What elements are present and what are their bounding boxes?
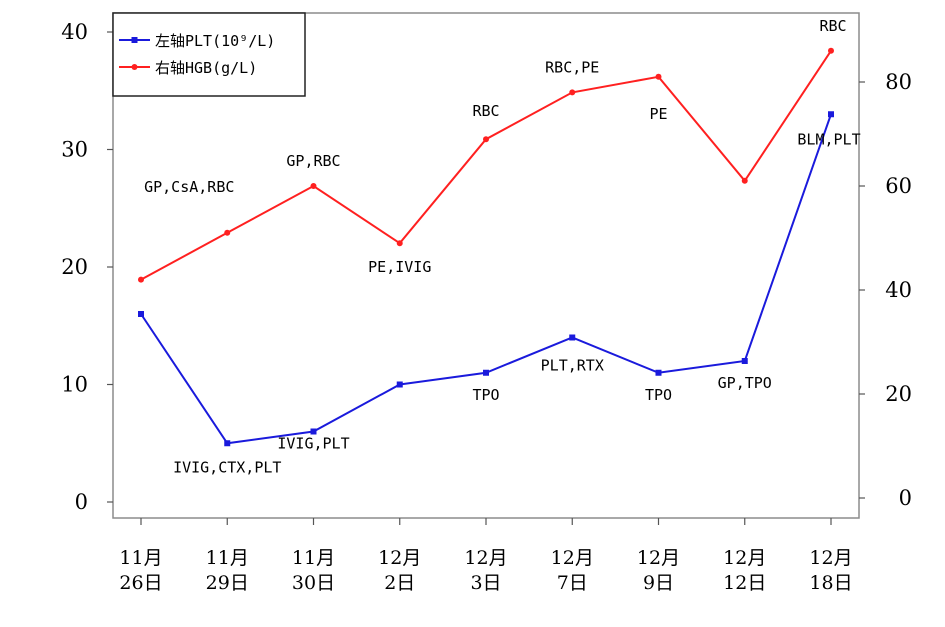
x-axis-label-month: 11月 [119, 547, 162, 569]
hgb-data-point [569, 89, 576, 96]
plt-annotation: IVIG,CTX,PLT [173, 458, 281, 476]
x-axis-label-day: 29日 [206, 572, 249, 594]
annotations-layer: IVIG,CTX,PLT IVIG,PLT TPO PLT,RTX TPO GP,TPO B… [144, 17, 861, 476]
legend-box [112, 12, 306, 97]
hgb-annotation: GP,CsA,RBC [144, 178, 234, 196]
hgb-data-point [483, 136, 489, 143]
plt-data-point [828, 111, 834, 118]
legend-swatch-marker [131, 64, 138, 70]
axes: 0 10 20 30 40 0 20 40 60 80 11月 26日 11月 29日 11月 30日 12月 2… [61, 20, 912, 594]
hgb-annotation: GP,RBC [286, 152, 340, 170]
hgb-annotation: PE [649, 105, 667, 123]
hgb-data-point [655, 73, 662, 80]
hgb-data-point [396, 240, 403, 247]
x-axis-label-month: 11月 [292, 547, 335, 569]
left-axis-tick-label: 30 [61, 138, 88, 162]
x-axis-label-month: 12月 [378, 547, 421, 569]
plt-annotation: TPO [645, 386, 672, 404]
x-axis-label-day: 3日 [470, 572, 501, 594]
plt-annotation: IVIG,PLT [277, 435, 349, 453]
x-axis-label-month: 12月 [723, 547, 766, 569]
plt-data-point [569, 334, 576, 341]
plt-data-point [224, 440, 231, 447]
x-axis-label-month: 12月 [637, 547, 680, 569]
plt-annotation: PLT,RTX [541, 357, 604, 375]
x-axis-label-day: 18日 [809, 572, 852, 594]
right-axis-tick-label: 40 [885, 278, 912, 302]
x-axis-label-day: 2日 [384, 572, 415, 594]
hgb-annotation: RBC,PE [545, 58, 599, 76]
right-axis-tick-label: 80 [885, 70, 912, 94]
hgb-annotation: RBC [819, 17, 846, 35]
x-axis-label-day: 7日 [557, 572, 588, 594]
hgb-data-point [828, 47, 834, 54]
legend: 左轴PLT(10⁹/L) 右轴HGB(g/L) [112, 12, 306, 97]
plt-data-point [741, 358, 748, 364]
plt-data-point [483, 369, 489, 376]
hgb-data-point [138, 276, 144, 283]
x-axis-label-day: 30日 [292, 572, 335, 594]
left-axis-tick-label: 10 [61, 373, 88, 397]
x-axis-label-month: 11月 [206, 547, 249, 569]
legend-swatch-marker [131, 37, 138, 43]
x-axis-label-month: 12月 [551, 547, 594, 569]
right-axis-tick-label: 60 [885, 174, 912, 198]
hgb-data-point [310, 183, 317, 189]
left-axis-tick-label: 20 [61, 255, 88, 279]
legend-label: 左轴PLT(10⁹/L) [155, 32, 275, 50]
series-layer [138, 47, 834, 447]
right-axis-tick-label: 20 [885, 382, 912, 406]
hgb-annotation: PE,IVIG [368, 258, 431, 276]
left-axis-tick-label: 40 [61, 20, 88, 44]
plt-data-point [396, 381, 403, 388]
x-axis-label-day: 9日 [643, 572, 674, 594]
x-axis-label-day: 26日 [119, 572, 162, 594]
plt-annotation: BLM,PLT [797, 130, 860, 148]
hgb-annotation: RBC [472, 102, 499, 120]
x-axis-label-day: 12日 [723, 572, 766, 594]
hgb-data-point [224, 229, 231, 236]
plt-data-point [310, 428, 317, 435]
hgb-data-point [741, 177, 748, 184]
plt-annotation: GP,TPO [718, 374, 772, 392]
left-axis-tick-label: 0 [75, 490, 88, 514]
plt-data-point [138, 311, 144, 317]
plt-annotation: TPO [472, 386, 499, 404]
right-axis-tick-label: 0 [899, 486, 912, 510]
plt-data-point [655, 369, 662, 376]
x-axis-label-month: 12月 [464, 547, 507, 569]
legend-label: 右轴HGB(g/L) [155, 59, 257, 77]
x-axis-label-month: 12月 [809, 547, 852, 569]
